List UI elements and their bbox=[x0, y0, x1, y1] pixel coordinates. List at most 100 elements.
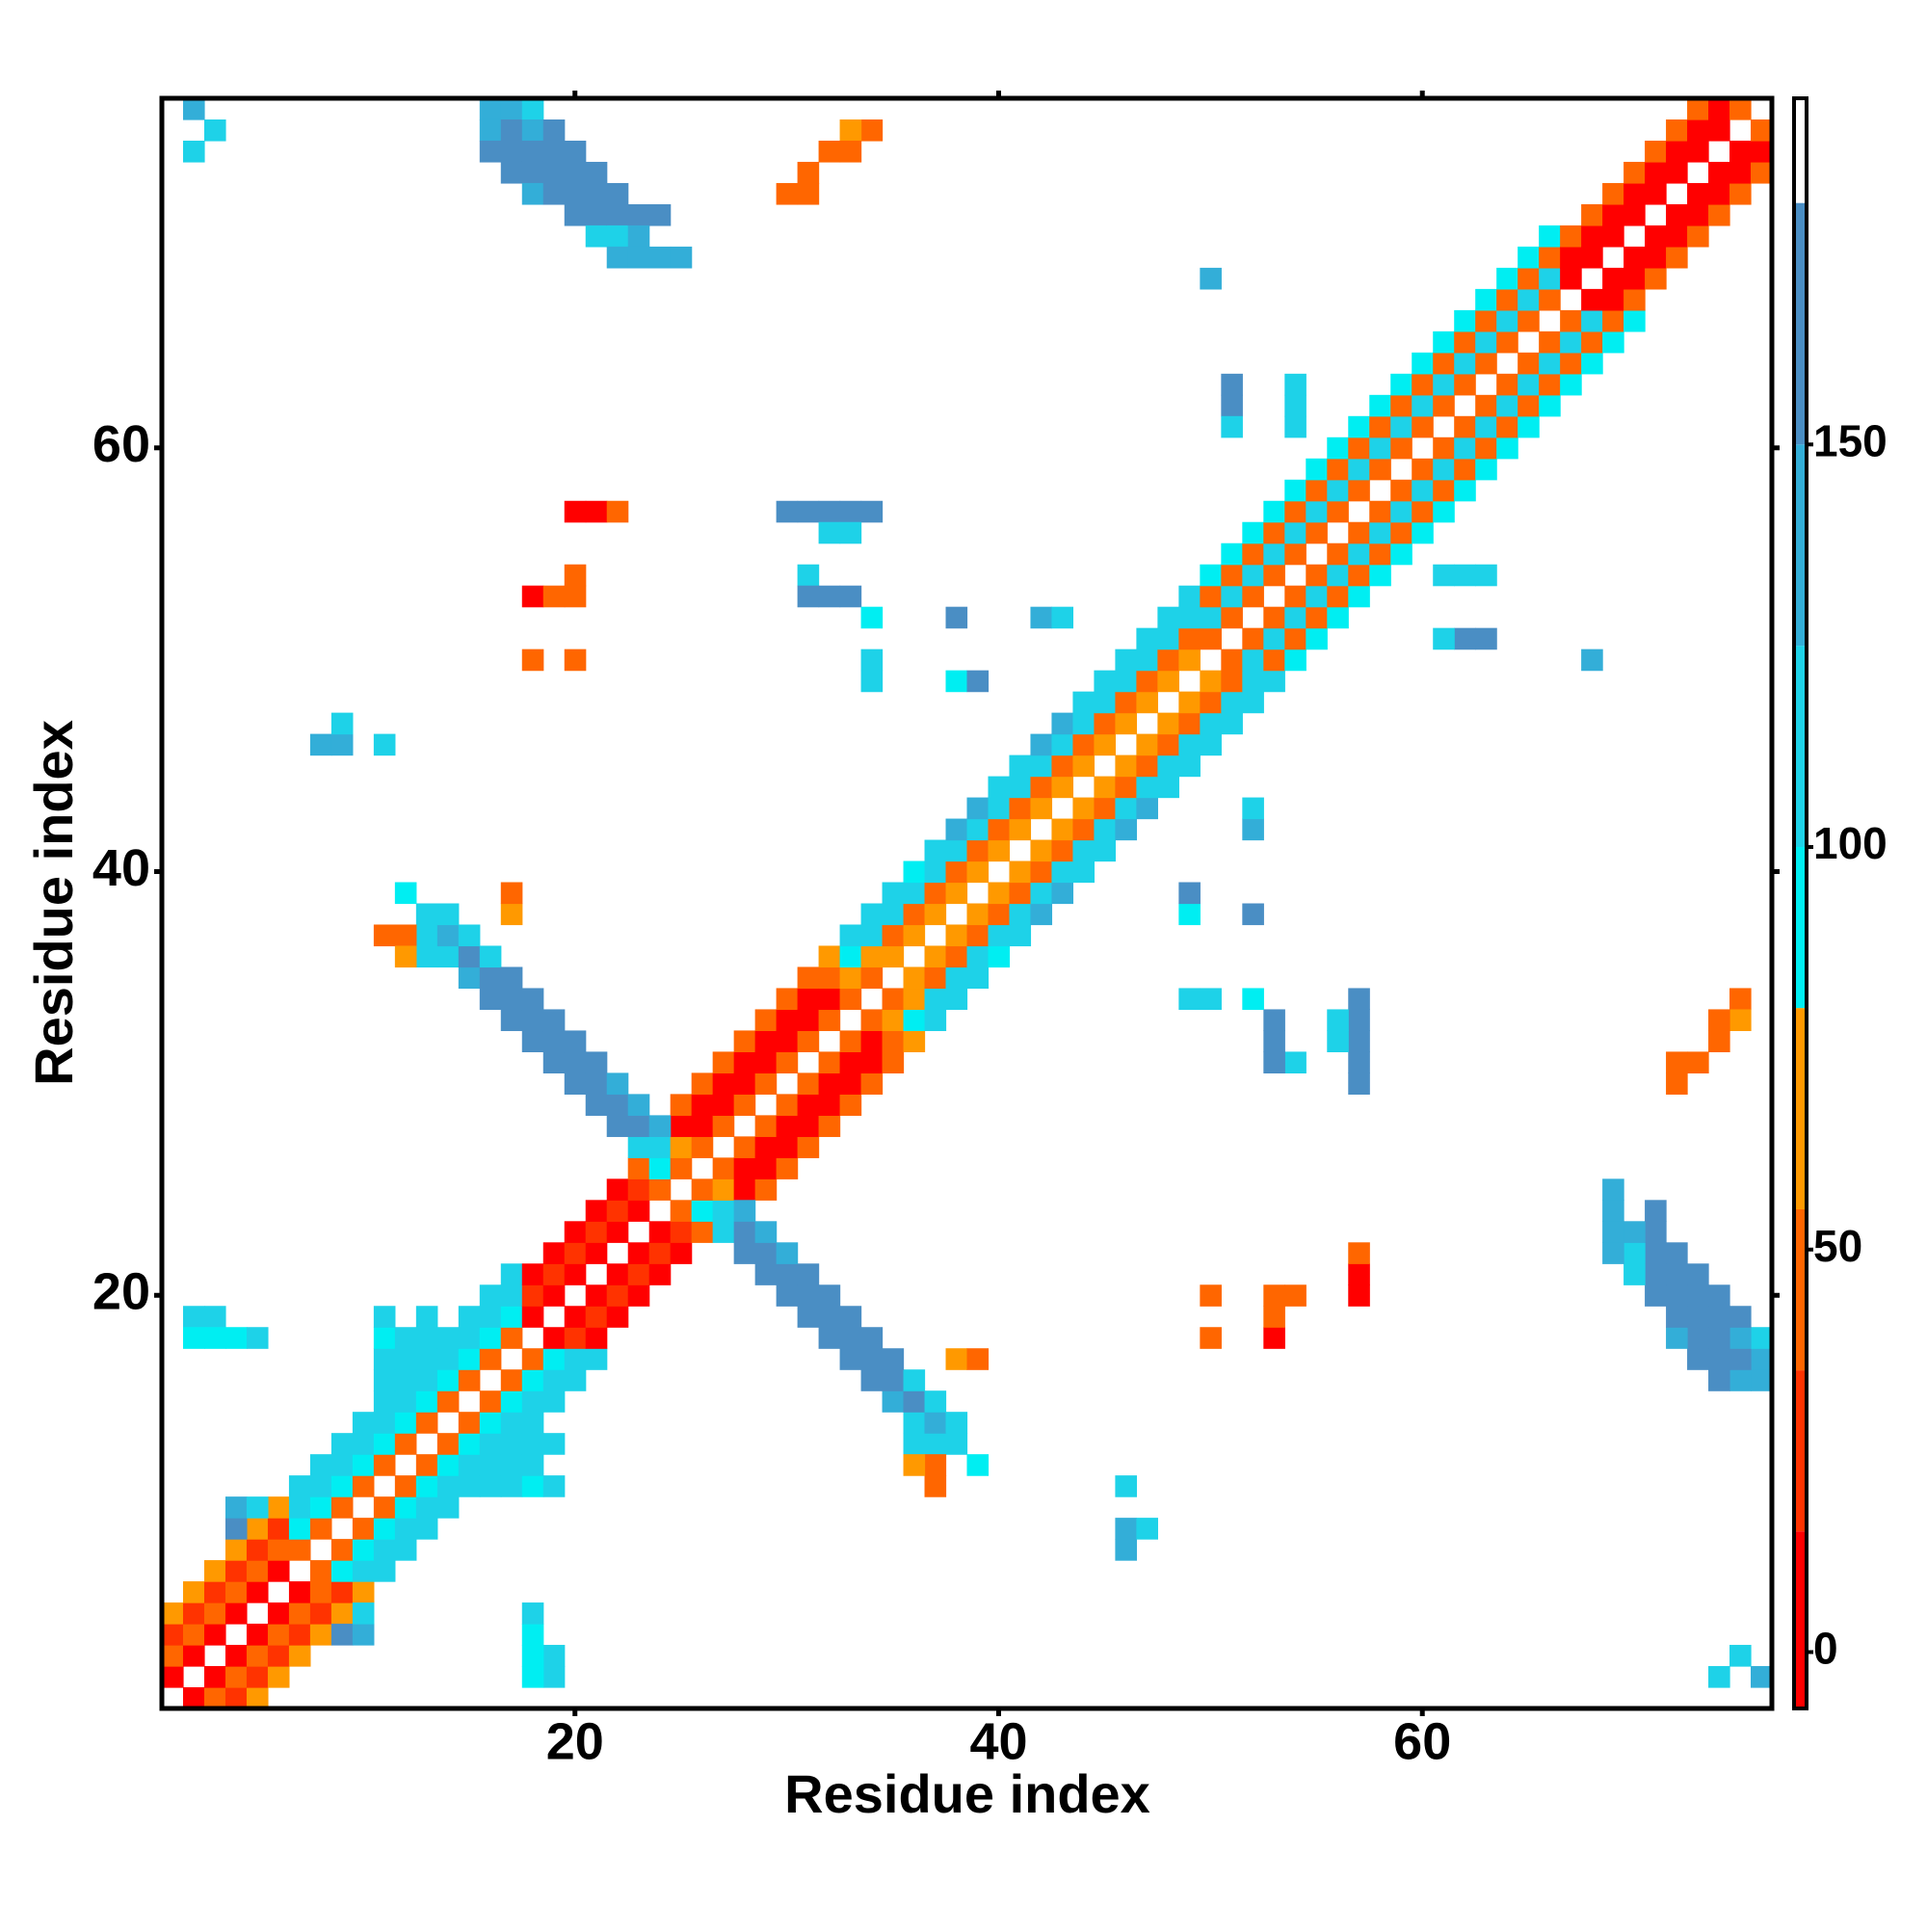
heat-cell bbox=[436, 1327, 460, 1349]
heat-cell bbox=[1030, 797, 1053, 820]
heat-cell bbox=[712, 1200, 735, 1222]
heat-cell bbox=[1221, 564, 1243, 587]
heat-cell bbox=[288, 1518, 311, 1540]
heat-cell bbox=[1475, 394, 1497, 417]
heat-cell bbox=[1539, 288, 1561, 311]
heat-cell bbox=[1136, 776, 1158, 799]
heat-cell bbox=[1178, 606, 1201, 629]
heat-cell bbox=[500, 1327, 523, 1349]
heat-cell bbox=[1263, 1009, 1285, 1032]
heat-cell bbox=[1454, 309, 1476, 332]
heat-cell bbox=[500, 1475, 523, 1497]
heat-cell bbox=[860, 924, 884, 947]
heat-cell bbox=[1475, 352, 1497, 375]
heat-cell bbox=[1263, 543, 1285, 566]
heat-cell bbox=[1200, 712, 1222, 735]
heat-cell bbox=[564, 564, 587, 587]
heat-cell bbox=[627, 246, 650, 269]
heat-cell bbox=[564, 1221, 587, 1243]
heat-cell bbox=[203, 1581, 226, 1603]
heat-cell bbox=[882, 924, 905, 947]
heat-cell bbox=[1518, 394, 1540, 417]
heat-cell bbox=[839, 1306, 862, 1328]
heat-cell bbox=[1200, 267, 1222, 290]
heat-cell bbox=[606, 1263, 629, 1285]
heat-cell bbox=[1581, 203, 1603, 226]
heat-cell bbox=[500, 1454, 523, 1476]
heat-cell bbox=[1327, 606, 1349, 629]
heat-cell bbox=[1242, 521, 1264, 544]
heat-cell bbox=[754, 1115, 778, 1137]
heat-cell bbox=[1306, 627, 1328, 650]
heat-cell bbox=[1454, 437, 1476, 460]
heat-cell bbox=[542, 1433, 566, 1455]
heat-cell bbox=[1072, 818, 1095, 841]
heat-cell bbox=[1157, 712, 1179, 735]
heat-cell bbox=[691, 1178, 714, 1201]
heat-cell bbox=[1496, 267, 1518, 290]
heat-cell bbox=[224, 1518, 248, 1540]
heat-cell bbox=[1708, 161, 1730, 184]
heat-cell bbox=[1115, 691, 1137, 714]
heat-cell bbox=[797, 182, 820, 205]
heat-cell bbox=[564, 1369, 587, 1391]
heat-cell bbox=[1178, 882, 1201, 905]
heat-cell bbox=[1051, 754, 1074, 778]
heat-cell bbox=[288, 1581, 311, 1603]
heat-cell bbox=[1454, 331, 1476, 354]
heat-cell bbox=[627, 203, 650, 226]
heat-cell bbox=[839, 1051, 862, 1073]
heat-cell bbox=[1729, 1009, 1752, 1032]
heat-cell bbox=[394, 882, 417, 905]
heat-cell bbox=[1751, 140, 1773, 163]
heat-cell bbox=[521, 1390, 544, 1413]
heat-cell bbox=[1729, 98, 1752, 120]
heat-cell bbox=[945, 945, 968, 968]
heat-cell bbox=[1221, 394, 1243, 417]
heat-cell bbox=[479, 98, 502, 120]
heat-cell bbox=[1518, 415, 1540, 438]
heat-cell bbox=[1115, 754, 1137, 778]
heat-cell bbox=[670, 1200, 693, 1222]
heat-cell bbox=[776, 988, 799, 1011]
heat-cell bbox=[882, 1030, 905, 1053]
heat-cell bbox=[1200, 733, 1222, 756]
colorbar-segment bbox=[1794, 847, 1807, 1009]
heat-cell bbox=[1348, 1030, 1370, 1053]
heat-cell bbox=[1030, 882, 1053, 905]
heat-cell bbox=[182, 1602, 205, 1625]
heat-cell bbox=[691, 1200, 714, 1222]
heat-cell bbox=[712, 1115, 735, 1137]
heat-cell bbox=[1645, 267, 1667, 290]
heat-cell bbox=[585, 161, 608, 184]
heat-cell bbox=[924, 988, 947, 1011]
heat-cell bbox=[1348, 988, 1370, 1011]
heat-cell bbox=[712, 1072, 735, 1095]
heat-cell bbox=[1708, 1284, 1730, 1307]
heat-cell bbox=[1178, 627, 1201, 650]
heat-cell bbox=[1390, 543, 1412, 566]
heat-cell bbox=[1348, 521, 1370, 544]
heat-cell bbox=[585, 1094, 608, 1116]
heat-cell bbox=[1094, 733, 1117, 756]
heat-cell bbox=[521, 648, 544, 672]
heat-cell bbox=[754, 1263, 778, 1285]
heat-cell bbox=[1348, 437, 1370, 460]
heat-cell bbox=[882, 1390, 905, 1413]
heat-cell bbox=[500, 1412, 523, 1434]
heat-cell bbox=[288, 1602, 311, 1625]
heat-cell bbox=[500, 140, 523, 163]
heat-cell bbox=[182, 1306, 205, 1328]
heat-cell bbox=[1348, 543, 1370, 566]
heat-cell bbox=[330, 1475, 354, 1497]
heat-cell bbox=[479, 1306, 502, 1328]
heat-cell bbox=[521, 1666, 544, 1688]
heat-cell bbox=[1242, 564, 1264, 587]
heat-cell bbox=[1221, 670, 1243, 693]
heat-cell bbox=[1539, 394, 1561, 417]
heat-cell bbox=[839, 1348, 862, 1370]
heat-cell bbox=[860, 903, 884, 926]
heat-cell bbox=[1178, 691, 1201, 714]
heat-cell bbox=[1200, 670, 1222, 693]
heat-cell bbox=[479, 1390, 502, 1413]
